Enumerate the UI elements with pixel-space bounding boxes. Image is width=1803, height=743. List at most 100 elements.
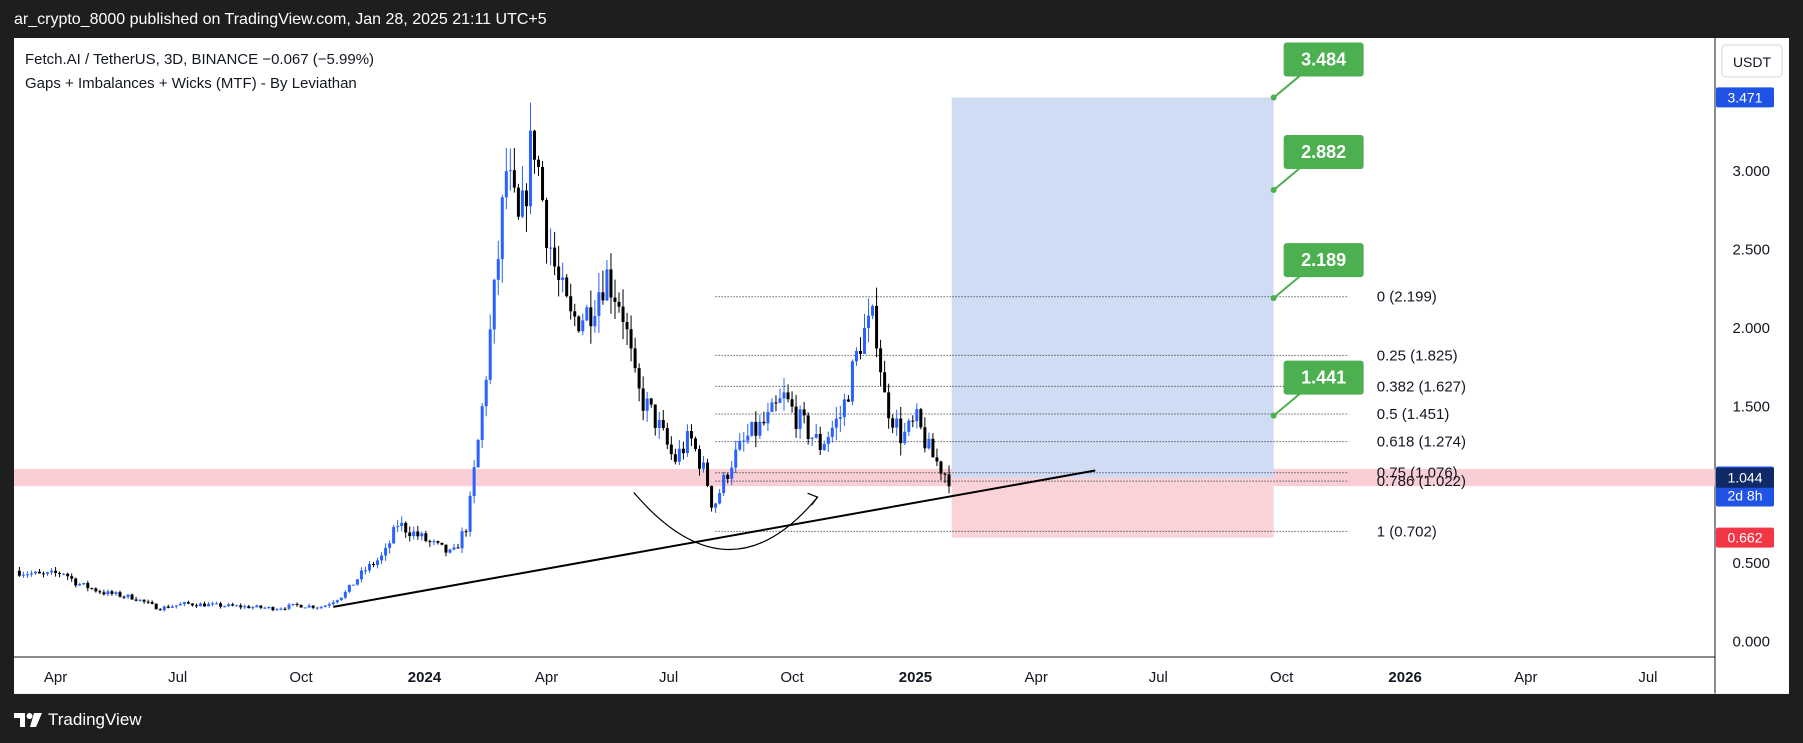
- candle-body: [850, 361, 854, 402]
- candle-body: [90, 588, 94, 590]
- candle-body: [742, 440, 746, 442]
- candle-body: [762, 421, 766, 424]
- candle-body: [315, 607, 319, 609]
- time-tick-label: Apr: [1514, 669, 1537, 686]
- fib-level-label: 0 (2.199): [1377, 289, 1437, 306]
- tradingview-label: TradingView: [48, 710, 142, 729]
- candle-body: [573, 311, 577, 317]
- candle-body: [307, 605, 311, 608]
- candle-body: [396, 526, 400, 528]
- candle-body: [436, 541, 440, 543]
- candle-body: [706, 462, 710, 486]
- candle-body: [424, 533, 428, 542]
- candle-body: [295, 603, 299, 605]
- target-callout-box: [1283, 42, 1364, 77]
- tradingview-brand[interactable]: TradingView: [14, 710, 142, 730]
- candle-body: [730, 467, 734, 479]
- candle-body: [448, 549, 452, 553]
- support-zone: [14, 468, 1715, 487]
- candle-body: [186, 602, 190, 604]
- candle-body: [460, 531, 464, 549]
- candle-body: [275, 609, 279, 611]
- target-anchor-dot: [1270, 295, 1277, 302]
- candle-body: [432, 541, 436, 543]
- candle-body: [581, 320, 585, 332]
- candle-body: [528, 130, 532, 207]
- price-tick-label: 2.000: [1732, 320, 1770, 337]
- tradingview-logo-icon: [14, 713, 42, 727]
- candle-body: [593, 315, 597, 327]
- price-tag-label: 3.471: [1727, 89, 1762, 105]
- candle-body: [577, 316, 581, 332]
- target-profit-box: [951, 97, 1274, 478]
- candle-body: [512, 170, 516, 188]
- candle-body: [78, 584, 82, 586]
- candle-body: [750, 421, 754, 436]
- candle-body: [814, 433, 818, 438]
- candle-body: [846, 399, 850, 402]
- candle-body: [472, 467, 476, 496]
- time-tick-label: Oct: [289, 669, 313, 686]
- target-callout-pointer: [1273, 272, 1305, 299]
- candle-body: [428, 541, 432, 543]
- candle-body: [384, 547, 388, 556]
- candle-body: [532, 130, 536, 160]
- stop-loss-box: [951, 477, 1274, 538]
- candle-body: [689, 431, 693, 439]
- candle-body: [754, 421, 758, 436]
- time-tick-label: Apr: [1025, 669, 1048, 686]
- candle-body: [110, 591, 114, 594]
- candle-body: [697, 449, 701, 469]
- candle-body: [480, 406, 484, 440]
- candle-body: [170, 606, 174, 608]
- candle-body: [597, 292, 601, 316]
- candle-body: [440, 542, 444, 545]
- candle-body: [70, 576, 74, 579]
- candle-body: [702, 462, 706, 469]
- price-tick-label: 0.500: [1732, 555, 1770, 572]
- candle-body: [625, 321, 629, 330]
- candle-body: [134, 599, 138, 601]
- target-callout-box: [1283, 135, 1364, 170]
- candle-body: [693, 438, 697, 450]
- currency-button: [1721, 44, 1783, 78]
- target-callout-pointer: [1273, 389, 1305, 417]
- candle-body: [46, 572, 50, 574]
- candle-body: [943, 473, 947, 475]
- target-callout-pointer: [1273, 71, 1305, 99]
- fib-level-label: 0.5 (1.451): [1377, 406, 1450, 423]
- candle-body: [146, 601, 150, 603]
- trend-line: [333, 469, 1096, 608]
- candle-body: [231, 604, 235, 606]
- candle-body: [726, 474, 730, 479]
- candle-body: [782, 392, 786, 399]
- time-tick-label: 2026: [1388, 669, 1421, 686]
- candle-body: [661, 419, 665, 429]
- target-callout-label: 1.441: [1301, 368, 1346, 388]
- footer-bar: [0, 694, 1803, 743]
- candle-body: [927, 438, 931, 449]
- candle-body: [33, 571, 37, 574]
- candle-body: [685, 431, 689, 454]
- curved-arrow-head: [807, 492, 819, 506]
- candle-body: [867, 315, 871, 328]
- candle-body: [323, 605, 327, 608]
- candle-body: [681, 448, 685, 454]
- candle-body: [710, 485, 714, 508]
- time-tick-label: Apr: [44, 669, 67, 686]
- candle-body: [400, 522, 404, 527]
- candle-body: [138, 599, 142, 601]
- candle-body: [178, 604, 182, 606]
- candle-body: [122, 596, 126, 598]
- candle-body: [327, 604, 331, 606]
- fib-level-label: 1 (0.702): [1377, 523, 1437, 540]
- price-tag-label: 0.662: [1727, 530, 1762, 546]
- candle-body: [488, 329, 492, 380]
- candle-body: [919, 409, 923, 428]
- candle-body: [235, 605, 239, 607]
- candle-body: [911, 420, 915, 422]
- candle-body: [376, 560, 380, 565]
- candle-body: [907, 420, 911, 432]
- candle-body: [492, 279, 496, 330]
